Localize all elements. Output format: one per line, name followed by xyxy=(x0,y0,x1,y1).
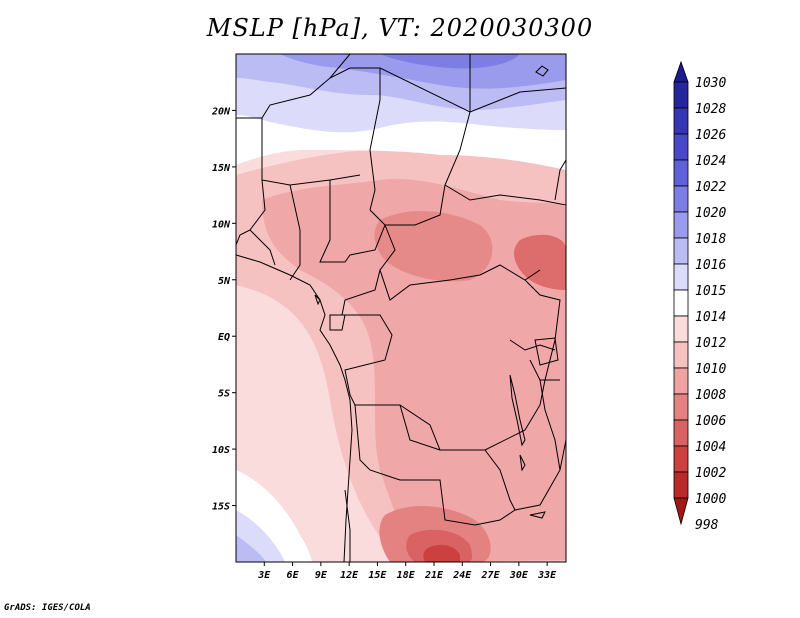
colorbar-label: 1015 xyxy=(695,284,726,299)
colorbar-label: 1008 xyxy=(695,388,726,403)
colorbar-label: 1000 xyxy=(695,492,726,507)
colorbar-label: 1030 xyxy=(695,76,726,91)
colorbar-swatch xyxy=(674,446,688,472)
colorbar-swatch xyxy=(674,290,688,316)
colorbar-label: 1004 xyxy=(695,440,726,455)
colorbar-swatch xyxy=(674,342,688,368)
lon-tick-label: 24E xyxy=(452,570,472,581)
colorbar-bottom-arrow xyxy=(674,498,688,524)
lon-tick-label: 9E xyxy=(315,570,328,581)
colorbar-swatch xyxy=(674,238,688,264)
map-figure: 20N 15N 10N 5N EQ 5S 10S 15S 3E 6E 9E 12E 15E 18E 21E 2… xyxy=(0,0,800,618)
colorbar-swatch xyxy=(674,186,688,212)
lat-tick-label: 20N xyxy=(211,106,231,117)
lon-tick-label: 18E xyxy=(397,570,416,581)
lat-tick-label: 5S xyxy=(218,389,230,400)
colorbar-label: 1024 xyxy=(695,154,726,169)
colorbar: 1030 1028 1026 1024 1022 1020 1018 1016 1015 1014… xyxy=(674,62,726,533)
lat-tick-label: 10S xyxy=(212,445,230,456)
colorbar-label: 1016 xyxy=(695,258,726,273)
colorbar-swatch xyxy=(674,394,688,420)
colorbar-swatch xyxy=(674,420,688,446)
lon-tick-label: 30E xyxy=(509,570,529,581)
colorbar-label: 1002 xyxy=(695,466,726,481)
lon-tick-label: 15E xyxy=(368,570,387,581)
lon-tick-label: 6E xyxy=(287,570,300,581)
colorbar-label: 1014 xyxy=(695,310,726,325)
colorbar-swatch xyxy=(674,82,688,108)
colorbar-swatch xyxy=(674,472,688,498)
lat-tick-label: 5N xyxy=(218,276,231,287)
lon-tick-label: 3E xyxy=(257,570,271,581)
colorbar-label: 998 xyxy=(695,518,719,533)
colorbar-label: 1010 xyxy=(695,362,726,377)
colorbar-label: 1006 xyxy=(695,414,726,429)
lat-tick-label: 15N xyxy=(212,163,231,174)
colorbar-label: 1020 xyxy=(695,206,726,221)
lat-tick-label: EQ xyxy=(218,332,230,343)
colorbar-label: 1022 xyxy=(695,180,726,195)
lon-tick-label: 33E xyxy=(537,570,557,581)
colorbar-label: 1018 xyxy=(695,232,726,247)
credit-text: GrADS: IGES/COLA xyxy=(4,603,91,613)
colorbar-label: 1028 xyxy=(695,102,726,117)
colorbar-swatch xyxy=(674,212,688,238)
colorbar-swatch xyxy=(674,108,688,134)
colorbar-swatch xyxy=(674,316,688,342)
colorbar-top-arrow xyxy=(674,62,688,82)
pressure-field xyxy=(236,54,566,562)
colorbar-label: 1012 xyxy=(695,336,726,351)
colorbar-swatch xyxy=(674,368,688,394)
colorbar-label: 1026 xyxy=(695,128,726,143)
lon-tick-label: 12E xyxy=(340,570,359,581)
colorbar-swatch xyxy=(674,134,688,160)
colorbar-swatch xyxy=(674,160,688,186)
colorbar-swatch xyxy=(674,264,688,290)
lat-tick-label: 15S xyxy=(212,502,230,513)
lat-tick-label: 10N xyxy=(212,219,231,230)
lon-tick-label: 27E xyxy=(481,570,501,581)
lon-tick-label: 21E xyxy=(424,570,444,581)
